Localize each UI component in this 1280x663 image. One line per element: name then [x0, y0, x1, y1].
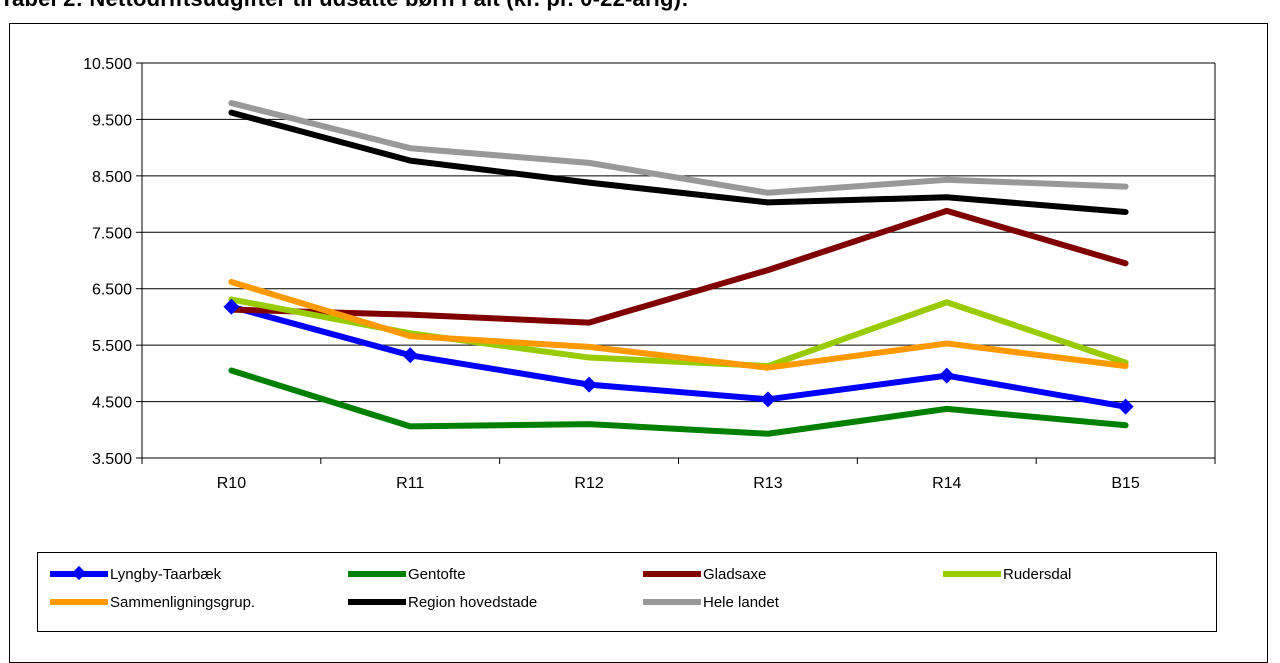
- y-tick-label: 7.500: [92, 225, 132, 242]
- legend-item: Sammenligningsgrup.: [50, 591, 255, 613]
- data-point: [1117, 398, 1134, 415]
- legend-label: Lyngby-Taarbæk: [110, 565, 222, 583]
- series-line: [228, 278, 1129, 371]
- x-tick-label: R14: [932, 475, 961, 492]
- tick-labels: 3.500 4.500 5.500 6.500 7.500 8.500 9.500 10.50…: [83, 56, 1140, 492]
- legend-item: Hele landet: [643, 591, 779, 613]
- legend-swatch: [50, 599, 108, 605]
- y-tick-label: 9.500: [92, 112, 132, 129]
- legend-label: Gentofte: [408, 565, 466, 583]
- legend-swatch: [348, 571, 406, 577]
- x-tick-label: R10: [217, 475, 246, 492]
- series-line: [228, 303, 1129, 410]
- legend-item: Lyngby-Taarbæk: [50, 563, 221, 585]
- legend-label: Sammenligningsgrup.: [110, 593, 256, 611]
- legend-marker: [71, 565, 87, 581]
- data-point: [938, 367, 955, 384]
- legend-swatch: [643, 599, 701, 605]
- series-lines: [223, 100, 1134, 437]
- chart-title: Tabel 2: Nettodriftsudgifter til udsatte…: [0, 0, 689, 12]
- y-tick-label: 10.500: [83, 56, 132, 73]
- data-point: [402, 347, 419, 364]
- legend-swatch: [943, 571, 1001, 577]
- legend-item: Rudersdal: [943, 563, 1071, 585]
- data-point: [581, 376, 598, 393]
- y-tick-label: 5.500: [92, 338, 132, 355]
- series-line: [228, 207, 1129, 326]
- x-tick-label: R12: [574, 475, 603, 492]
- x-tick-label: R13: [753, 475, 782, 492]
- axes: [136, 62, 1216, 464]
- series-line: [228, 109, 1129, 215]
- legend-label: Hele landet: [703, 593, 779, 611]
- x-tick-label: R11: [396, 475, 424, 492]
- legend-item: Gladsaxe: [643, 563, 766, 585]
- legend-label: Region hovedstade: [408, 593, 538, 611]
- legend-item: Gentofte: [348, 563, 466, 585]
- series-line: [228, 367, 1129, 437]
- legend-label: Rudersdal: [1003, 565, 1072, 583]
- data-point: [759, 391, 776, 408]
- series-line: [228, 100, 1129, 196]
- legend-swatch: [643, 571, 701, 577]
- x-tick-label: B15: [1111, 475, 1140, 492]
- y-tick-label: 4.500: [92, 395, 132, 412]
- legend-label: Gladsaxe: [703, 565, 767, 583]
- y-tick-label: 3.500: [92, 451, 132, 468]
- legend-swatch: [50, 565, 108, 581]
- legend-item: Region hovedstade: [348, 591, 537, 613]
- data-point: [223, 298, 240, 315]
- y-tick-label: 8.500: [92, 169, 132, 186]
- y-tick-label: 6.500: [92, 282, 132, 299]
- legend-swatch: [348, 599, 406, 605]
- legend: Lyngby-Taarbæk Gentofte Gladsaxe Rudersdal S…: [37, 552, 1217, 632]
- gridlines: [142, 62, 1215, 403]
